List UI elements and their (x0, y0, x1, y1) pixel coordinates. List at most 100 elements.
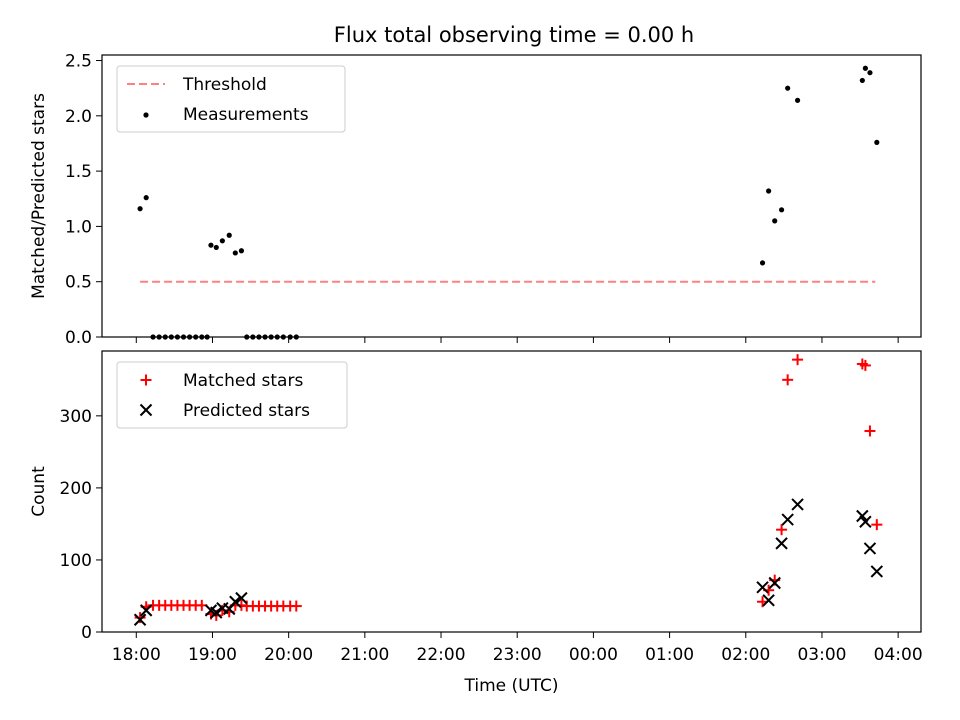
measurement-point (274, 334, 280, 340)
matched-star-marker (859, 359, 871, 371)
x-stroke-b (204, 604, 218, 617)
measurement-point (766, 188, 772, 194)
x-tick-label: 22:00 (417, 645, 466, 665)
legend-matched-label: Matched stars (183, 371, 303, 391)
measurement-point (174, 334, 181, 340)
measurement-point (232, 250, 238, 256)
measurement-point (208, 242, 214, 248)
legend-threshold-label: Threshold (182, 75, 267, 95)
predicted-star-marker (781, 513, 794, 526)
y-axis-title: Count (29, 466, 49, 517)
matched-star-marker (776, 524, 788, 536)
x-stroke-b (791, 498, 804, 511)
measurement-point (199, 334, 205, 340)
measurement-point (874, 139, 880, 145)
bottom-panel: 18:00 19:00 20:00 21:00 22:00 23:00 00:00 01:00… (29, 350, 923, 696)
x-tick-label: 18:00 (112, 645, 161, 665)
predicted-star-marker (229, 595, 242, 608)
measurement-point (268, 334, 274, 340)
measurement-point (785, 85, 791, 91)
measurement-point (180, 334, 187, 340)
y-axis-title: Matched/Predicted stars (29, 93, 49, 299)
y-tick-label: 300 (60, 407, 92, 427)
top-panel: 0.0 0.5 1.0 1.5 2.0 2.5 Matched/Predicted star… (29, 52, 922, 348)
legend-box (116, 361, 348, 429)
measurement-point (859, 77, 865, 84)
y-tick-label: 2.5 (65, 52, 92, 72)
matched-star-marker (782, 374, 794, 386)
predicted-star-marker (210, 606, 223, 619)
measurement-point (219, 238, 225, 244)
x-tick-label: 20:00 (264, 645, 313, 665)
measurement-point (162, 334, 168, 340)
matched-star-marker (871, 519, 883, 531)
measurement-point (187, 334, 193, 340)
predicted-star-marker (768, 576, 781, 590)
predicted-star-marker (863, 542, 877, 555)
measurement-point (244, 334, 250, 340)
chart-title: Flux total observing time = 0.00 h (334, 23, 694, 47)
y-tick-label: 100 (60, 551, 92, 571)
measurement-point (238, 248, 245, 254)
legend-box (116, 65, 346, 133)
x-tick-label: 03:00 (797, 645, 846, 665)
x-tick-label: 02:00 (721, 645, 770, 665)
x-stroke-b (235, 591, 248, 605)
x-tick-label: 04:00 (874, 645, 923, 665)
x-stroke-b (775, 537, 788, 550)
x-tick-label: 00:00 (569, 645, 618, 665)
bottom-legend: Matched stars Predicted stars (116, 361, 348, 429)
legend-measurement-swatch (143, 112, 149, 118)
predicted-star-marker (762, 594, 775, 607)
x-axis-title: Time (UTC) (464, 676, 559, 696)
x-tick-label: 01:00 (645, 645, 694, 665)
x-stroke-b (133, 613, 147, 626)
measurement-point (213, 244, 219, 251)
measurement-point (759, 260, 766, 266)
x-stroke-b (762, 594, 775, 607)
x-stroke-b (139, 604, 153, 617)
y-tick-label: 1.0 (65, 217, 92, 237)
measurement-point (287, 334, 293, 340)
measurement-point (862, 65, 868, 71)
measurement-point (250, 334, 256, 340)
measurement-point (226, 232, 232, 238)
measurement-point (143, 195, 149, 201)
predicted-star-marker (139, 604, 153, 617)
measurement-point (137, 206, 143, 212)
measurement-point (280, 334, 286, 340)
matched-star-marker (290, 600, 302, 612)
matched-star-marker (134, 612, 146, 624)
y-tick-label: 0 (81, 623, 92, 643)
measurement-point (193, 334, 199, 340)
measurement-point (262, 334, 268, 340)
predicted-star-marker (775, 537, 788, 550)
measurement-point (156, 334, 162, 340)
y-tick-label: 0.5 (65, 273, 92, 293)
y-tick-label: 1.5 (65, 162, 92, 182)
plot-frame (101, 350, 922, 633)
top-legend: Threshold Measurements (116, 65, 346, 133)
x-stroke-b (781, 513, 794, 526)
predicted-star-marker (756, 581, 769, 594)
legend-predicted-label: Predicted stars (183, 401, 310, 421)
y-tick-label: 200 (60, 479, 92, 499)
y-tick-label: 2.0 (65, 107, 92, 127)
measurement-point (168, 334, 174, 340)
y-tick-label: 0.0 (65, 328, 92, 348)
predicted-star-marker (235, 591, 248, 605)
measurement-point (204, 334, 210, 340)
x-tick-label: 23:00 (493, 645, 542, 665)
x-stroke-b (859, 515, 872, 528)
x-stroke-b (863, 542, 877, 555)
plot-frame (101, 54, 922, 338)
measurement-point (778, 207, 785, 213)
legend-predicted-swatch-b (139, 403, 153, 417)
matched-star-marker (792, 354, 804, 366)
x-tick-label: 21:00 (340, 645, 389, 665)
measurement-point (772, 218, 778, 224)
x-stroke-b (768, 576, 781, 590)
x-tick-label: 19:00 (188, 645, 237, 665)
x-stroke-b (210, 606, 223, 619)
